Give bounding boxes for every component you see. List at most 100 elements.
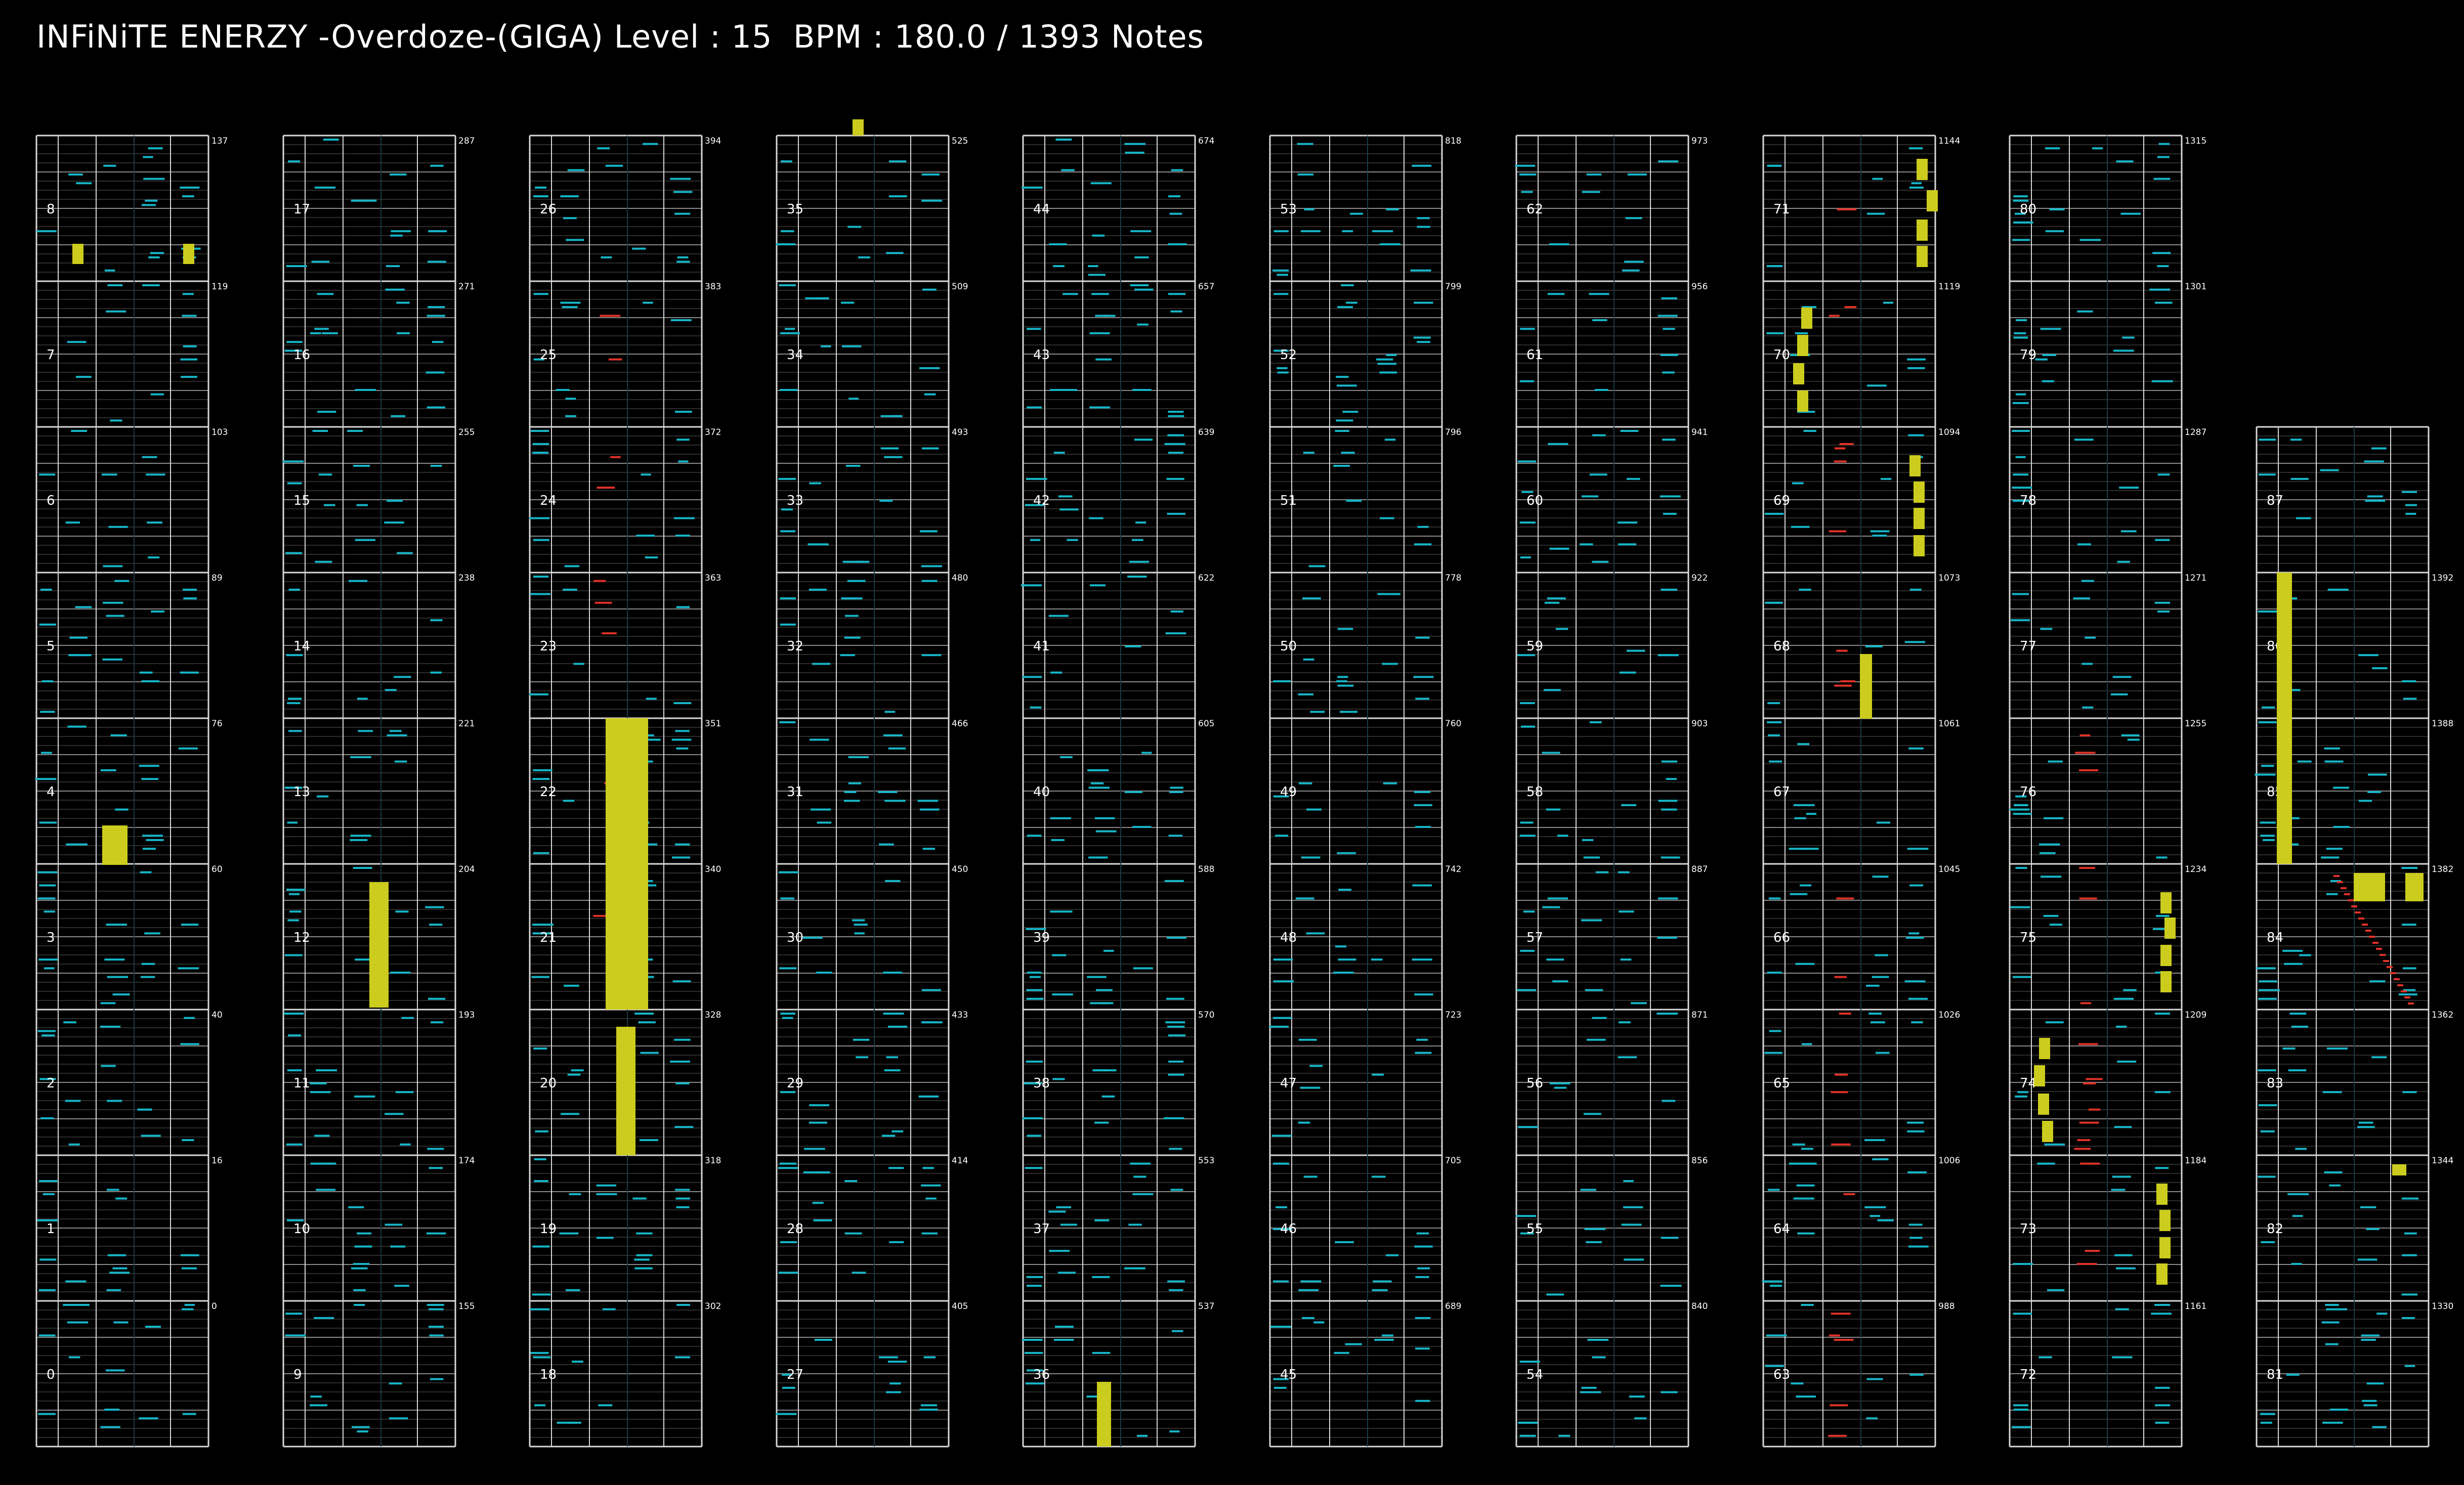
note-count-label: 318: [705, 1156, 721, 1166]
cyan-note: [1308, 565, 1326, 567]
note-count-label: 1119: [1938, 282, 1960, 292]
cyan-note: [1098, 1002, 1114, 1004]
cyan-note: [2401, 867, 2418, 869]
measure-number: 61: [1526, 347, 1543, 363]
cyan-note: [534, 1404, 546, 1407]
measure-number: 41: [1033, 639, 1050, 654]
note-count-label: 525: [952, 136, 968, 146]
cyan-note: [1908, 1245, 1929, 1248]
cyan-note: [533, 1047, 547, 1050]
cyan-note: [425, 906, 444, 908]
cyan-note: [1384, 439, 1396, 441]
cyan-note: [428, 230, 444, 233]
cyan-note: [1090, 782, 1104, 784]
cyan-note: [858, 256, 870, 258]
cyan-note: [1309, 1065, 1323, 1067]
cyan-note: [1298, 1038, 1317, 1041]
cyan-note: [36, 230, 57, 233]
cyan-note: [1336, 376, 1349, 378]
cyan-note: [779, 721, 796, 723]
cyan-note: [1661, 1391, 1678, 1393]
red-note: [1840, 680, 1855, 682]
cyan-note: [1883, 301, 1893, 304]
note-count-label: 1209: [2185, 1010, 2206, 1020]
cyan-note: [1371, 958, 1383, 961]
cyan-note: [1022, 676, 1042, 678]
cyan-note: [1021, 584, 1042, 587]
cyan-note: [2015, 212, 2026, 215]
cyan-note: [285, 954, 303, 956]
note-count-label: 383: [705, 282, 721, 292]
cyan-note: [322, 1162, 336, 1165]
cyan-note: [1864, 1206, 1886, 1208]
red-note: [2079, 867, 2095, 869]
cyan-note: [2013, 336, 2028, 339]
cyan-note: [39, 1078, 56, 1080]
red-note: [2337, 881, 2343, 883]
cyan-note: [1547, 597, 1566, 600]
cyan-note: [886, 1056, 899, 1059]
cyan-note: [39, 623, 57, 626]
long-note: [2164, 918, 2176, 939]
cyan-note: [1662, 371, 1675, 374]
cyan-note: [428, 997, 446, 1000]
measure-number: 15: [293, 493, 310, 508]
cyan-note: [1418, 336, 1428, 339]
cyan-note: [1101, 1095, 1115, 1098]
red-note: [2401, 990, 2407, 992]
note-count-label: 588: [1198, 864, 1214, 875]
cyan-note: [2155, 1167, 2169, 1169]
cyan-note: [1025, 1382, 1044, 1385]
cyan-note: [1907, 367, 1925, 369]
note-count-label: 689: [1445, 1301, 1461, 1312]
cyan-note: [1520, 821, 1534, 824]
cyan-note: [1909, 884, 1923, 887]
cyan-note: [357, 697, 368, 700]
red-note: [2079, 897, 2097, 900]
cyan-note: [1557, 835, 1568, 837]
cyan-note: [2376, 1313, 2388, 1315]
cyan-note: [426, 1232, 446, 1235]
note-count-label: 1144: [1938, 136, 1960, 146]
cyan-note: [843, 800, 860, 802]
cyan-note: [287, 821, 298, 824]
measure-number: 6: [47, 493, 55, 508]
cyan-note: [75, 606, 92, 608]
cyan-note: [2258, 473, 2276, 476]
cyan-note: [68, 843, 88, 846]
note-count-label: 204: [458, 864, 475, 875]
cyan-note: [2401, 1293, 2418, 1296]
cyan-note: [2284, 963, 2303, 965]
measure-number: 50: [1280, 639, 1297, 654]
cyan-note: [1410, 269, 1431, 272]
cyan-note: [1171, 169, 1183, 171]
cyan-note: [922, 288, 937, 291]
red-note: [2344, 893, 2350, 895]
cyan-note: [808, 543, 829, 546]
cyan-note: [1905, 937, 1924, 939]
cyan-note: [1165, 632, 1186, 635]
cyan-note: [1270, 1326, 1291, 1328]
cyan-note: [2260, 1421, 2272, 1424]
cyan-note: [1417, 526, 1429, 528]
cyan-note: [1792, 482, 1804, 485]
cyan-note: [634, 1013, 654, 1015]
note-count-label: 1184: [2185, 1156, 2206, 1166]
cyan-note: [1769, 1030, 1781, 1032]
cyan-note: [65, 1100, 81, 1102]
cyan-note: [1658, 315, 1678, 317]
cyan-note: [2011, 1426, 2031, 1428]
cyan-note: [1382, 1334, 1393, 1337]
measure-number: 14: [293, 639, 310, 654]
cyan-note: [1333, 465, 1350, 467]
cyan-note: [2015, 1095, 2027, 1098]
cyan-note: [820, 345, 831, 347]
cyan-note: [2120, 212, 2141, 215]
cyan-note: [560, 301, 581, 304]
cyan-note: [1340, 711, 1358, 713]
measure-number: 70: [1773, 347, 1790, 363]
cyan-note: [605, 164, 623, 167]
cyan-note: [2154, 1304, 2171, 1306]
cyan-note: [2114, 1254, 2133, 1256]
cyan-note: [1517, 460, 1536, 463]
